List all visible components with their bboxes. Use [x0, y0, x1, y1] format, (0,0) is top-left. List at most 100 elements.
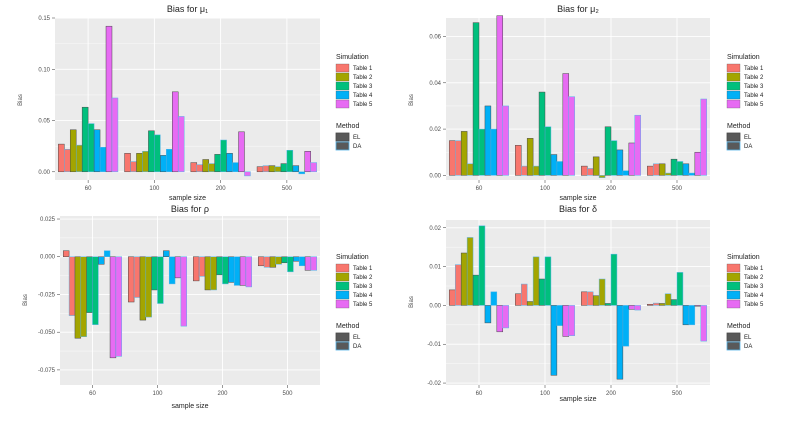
legend-method-title: Method [336, 123, 359, 130]
bar-table-3-da-60 [92, 256, 99, 325]
y-axis-label: Bias [18, 94, 24, 106]
bar-table-5-el-200 [628, 142, 636, 176]
legend: Simulation Table 1 Table 2 Table 3 Table 4 Ta… [726, 54, 764, 151]
legend: Simulation Table 1 Table 2 Table 3 Table 4 Ta… [726, 254, 764, 351]
legend-label: Table 4 [353, 293, 373, 299]
bar-table-4-da-60 [490, 291, 498, 306]
legend-label: Table 5 [353, 302, 373, 308]
legend-key-table-4 [726, 90, 741, 100]
legend-key-el [335, 132, 350, 142]
bar-table-2-el-200 [202, 159, 209, 173]
bar-table-2-el-500 [268, 165, 276, 173]
bar-table-4-da-100 [556, 305, 564, 326]
legend-label: Table 3 [744, 84, 764, 90]
legend-method-title: Method [727, 323, 750, 330]
x-tick-label: 100 [540, 186, 551, 192]
x-axis-label: sample size [560, 396, 597, 403]
legend-label: EL [353, 135, 361, 141]
legend-key-da [726, 141, 741, 151]
bar-table-5-el-100 [172, 91, 179, 173]
bar-table-2-da-200 [210, 256, 217, 291]
legend-label: Table 5 [353, 102, 373, 108]
bar-table-4-da-60 [103, 250, 111, 257]
legend-label: EL [744, 335, 752, 341]
bar-table-1-el-100 [515, 145, 522, 176]
bar-table-3-da-60 [87, 123, 95, 173]
legend-key-table-5 [726, 99, 741, 109]
bar-table-2-el-100 [526, 301, 534, 306]
legend-label: DA [744, 344, 752, 350]
bar-table-4-el-200 [226, 153, 233, 173]
bar-table-2-da-500 [275, 256, 282, 265]
bar-table-4-el-60 [98, 256, 105, 265]
bar-table-4-da-60 [99, 146, 107, 173]
bar-table-5-da-200 [634, 114, 641, 176]
bar-table-3-el-500 [670, 299, 678, 306]
y-tick-label: 0.15 [38, 16, 50, 22]
bar-table-1-da-500 [652, 302, 660, 306]
bar-table-2-da-60 [466, 237, 474, 306]
legend-key-da [335, 341, 350, 351]
y-tick-label: 0.06 [429, 35, 441, 41]
bar-table-4-da-500 [688, 172, 696, 176]
bar-table-3-da-500 [286, 150, 294, 173]
bar-table-5-el-500 [694, 305, 702, 307]
bar-table-1-da-200 [586, 168, 594, 176]
bar-table-2-da-500 [274, 166, 282, 173]
bar-table-3-da-100 [154, 134, 161, 173]
bar-table-3-el-200 [604, 303, 612, 306]
chart-panel-4: -0.02 -0.01 0.00 0.01 0.02 60 100 200 500 Bias fo… [409, 204, 764, 403]
bar-table-2-el-100 [139, 256, 147, 321]
y-tick-label: 0.000 [40, 255, 56, 261]
y-tick-label: 0.01 [429, 265, 441, 271]
y-axis-label: Bias [409, 94, 415, 106]
bar-table-2-el-200 [592, 156, 600, 176]
bar-table-2-el-60 [74, 256, 82, 339]
legend-label: Table 4 [353, 93, 373, 99]
bar-table-1-da-100 [133, 256, 141, 298]
legend-key-table-2 [726, 72, 741, 82]
bar-table-4-el-200 [228, 256, 235, 283]
legend-method-title: Method [727, 123, 750, 130]
bar-table-5-da-60 [111, 97, 119, 173]
chart-panel-2: 0.00 0.02 0.04 0.06 60 100 200 500 Bias for μ₂ sa… [409, 4, 764, 202]
bar-table-3-da-60 [478, 128, 486, 176]
bar-table-3-da-500 [676, 161, 684, 176]
bar-table-4-el-100 [550, 305, 558, 376]
bar-table-2-da-100 [142, 151, 149, 173]
legend-key-el [335, 332, 350, 342]
x-axis-label: sample size [560, 195, 597, 202]
bar-table-4-da-100 [556, 161, 564, 176]
legend-label: Table 5 [744, 302, 764, 308]
bar-table-3-el-200 [214, 154, 221, 173]
bar-table-5-da-500 [700, 98, 707, 176]
bar-table-1-da-100 [520, 283, 528, 306]
chart-title: Bias for ρ [171, 204, 209, 214]
bar-table-1-el-200 [193, 256, 200, 282]
y-axis-label: Bias [409, 296, 415, 308]
legend-label: Table 2 [353, 75, 373, 81]
bar-table-1-da-200 [196, 164, 203, 173]
bar-table-3-el-60 [472, 22, 480, 176]
bar-table-3-da-100 [157, 256, 164, 304]
bar-table-1-da-60 [68, 256, 76, 316]
bar-table-5-el-500 [304, 151, 311, 173]
bar-table-4-da-200 [622, 170, 630, 176]
chart-panel-1: 0.00 0.05 0.10 0.15 60 100 200 500 Bias for μ₁ sa… [18, 4, 373, 202]
legend-key-table-4 [335, 290, 350, 300]
bar-table-3-da-60 [478, 225, 486, 306]
y-tick-label: -0.02 [427, 381, 441, 387]
bar-table-5-da-60 [115, 256, 123, 357]
legend-key-table-1 [726, 263, 741, 273]
legend-label: Table 1 [744, 66, 764, 72]
legend-key-el [726, 332, 741, 342]
legend-key-table-5 [726, 299, 741, 309]
bar-table-2-da-60 [80, 256, 87, 337]
legend-method-title: Method [336, 323, 359, 330]
y-tick-label: 0.02 [429, 127, 441, 133]
bar-table-1-da-500 [262, 165, 270, 173]
legend-key-table-3 [726, 81, 741, 91]
bar-table-5-el-60 [496, 305, 504, 333]
bar-table-1-el-60 [63, 250, 70, 257]
bar-table-4-da-100 [168, 256, 176, 285]
